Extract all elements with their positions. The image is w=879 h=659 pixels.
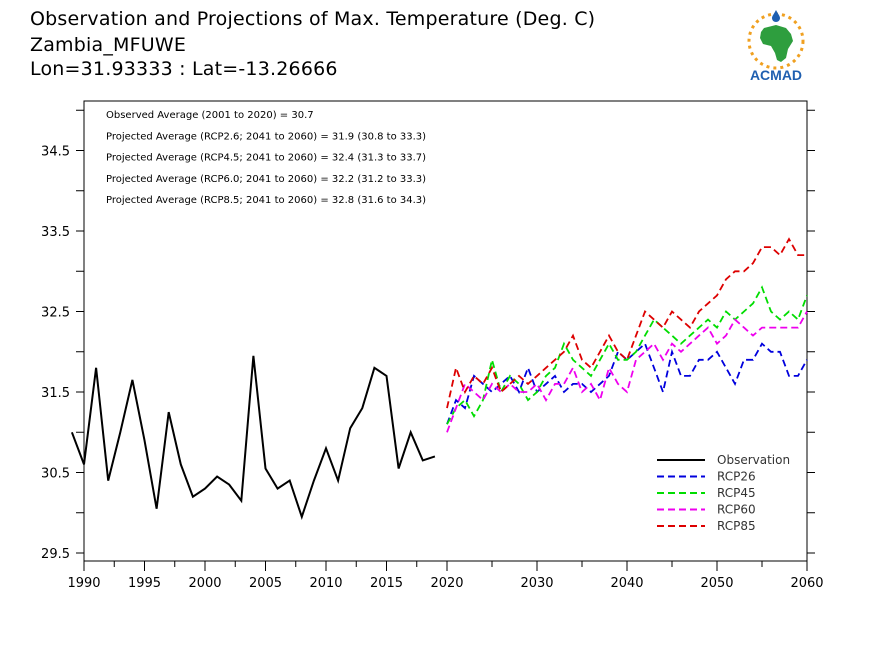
- y-tick-label: 31.5: [41, 386, 70, 401]
- acmad-logo: ACMAD: [747, 10, 805, 83]
- water-drop-icon: [772, 10, 780, 22]
- series-line-observation: [70, 355, 436, 520]
- africa-map-icon: [760, 25, 793, 62]
- x-tick-label: 2000: [188, 576, 221, 591]
- average-annotation: Projected Average (RCP2.6; 2041 to 2060)…: [106, 131, 426, 142]
- y-tick-label: 33.5: [41, 225, 70, 240]
- series-line-rcp60: [446, 311, 808, 433]
- legend-label: Observation: [717, 453, 790, 467]
- x-tick-label: 2015: [370, 576, 403, 591]
- x-tick-label: 2020: [430, 576, 463, 591]
- x-tick-label: 2040: [610, 576, 643, 591]
- x-tick-label: 1990: [67, 576, 100, 591]
- station-name: Zambia_MFUWE: [30, 34, 187, 56]
- series-line-rcp45: [446, 285, 808, 425]
- legend-label: RCP60: [717, 503, 756, 517]
- chart-legend: Observation RCP26 RCP45 RCP60 RCP85: [657, 453, 790, 533]
- series-line-rcp26: [446, 342, 808, 425]
- annotation-block: Observed Average (2001 to 2020) = 30.7 Pr…: [106, 110, 426, 206]
- station-coordinates: Lon=31.93333 : Lat=-13.26666: [30, 58, 338, 80]
- average-annotation: Projected Average (RCP6.0; 2041 to 2060)…: [106, 174, 426, 185]
- legend-label: RCP85: [717, 519, 756, 533]
- x-tick-label: 2010: [309, 576, 342, 591]
- x-tick-label: 2060: [790, 576, 823, 591]
- series-rcp60: [446, 311, 808, 433]
- average-annotation: Projected Average (RCP4.5; 2041 to 2060)…: [106, 153, 426, 164]
- legend-label: RCP45: [717, 486, 756, 500]
- series-rcp45: [446, 285, 808, 425]
- x-tick-label: 2030: [520, 576, 553, 591]
- x-tick-label: 2050: [700, 576, 733, 591]
- legend-label: RCP26: [717, 470, 756, 484]
- y-tick-label: 29.5: [41, 547, 70, 562]
- x-tick-label: 1995: [128, 576, 161, 591]
- plot-frame: [83, 100, 808, 562]
- series-rcp85: [446, 237, 808, 409]
- series-rcp26: [446, 342, 808, 425]
- series-line-rcp85: [446, 237, 807, 409]
- average-annotation: Projected Average (RCP8.5; 2041 to 2060)…: [106, 195, 426, 206]
- series-observation: [70, 355, 436, 520]
- logo-wordmark: ACMAD: [750, 67, 802, 83]
- chart-title: Observation and Projections of Max. Temp…: [30, 8, 596, 30]
- x-tick-label: 2005: [249, 576, 282, 591]
- y-tick-label: 34.5: [41, 145, 70, 160]
- average-annotation: Observed Average (2001 to 2020) = 30.7: [106, 110, 314, 121]
- y-tick-label: 32.5: [41, 306, 70, 321]
- y-tick-label: 30.5: [41, 467, 70, 482]
